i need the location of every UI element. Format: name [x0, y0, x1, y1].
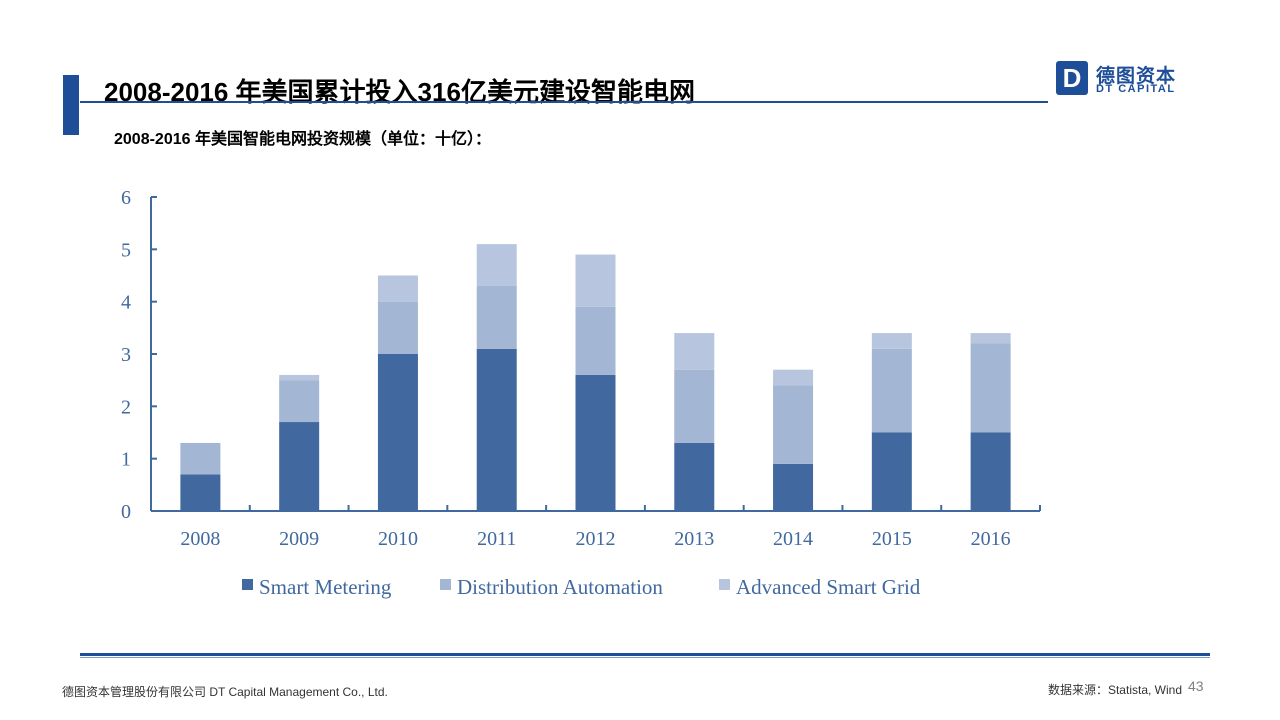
y-tick-label: 3 — [121, 344, 131, 366]
bar-distribution-automation — [180, 442, 221, 475]
legend-swatch — [719, 579, 730, 590]
bar-advanced-smart-grid — [279, 374, 320, 381]
page-number: 43 — [1188, 678, 1204, 694]
bar-smart-metering — [674, 442, 715, 511]
x-tick-label: 2013 — [674, 528, 714, 550]
bar-smart-metering — [970, 432, 1011, 511]
legend-swatch — [440, 579, 451, 590]
bar-advanced-smart-grid — [377, 275, 418, 302]
logo-mark-letter: D — [1062, 63, 1082, 93]
bar-advanced-smart-grid — [674, 333, 715, 370]
bar-smart-metering — [871, 432, 912, 511]
bar-advanced-smart-grid — [970, 333, 1011, 344]
x-tick-label: 2010 — [378, 528, 418, 550]
logo-mark-icon — [1056, 61, 1088, 95]
y-tick-label: 6 — [121, 187, 131, 209]
footer-company: 德图资本管理股份有限公司 DT Capital Management Co., … — [62, 685, 388, 699]
logo-name-cn: 德图资本 — [1096, 66, 1177, 87]
y-tick-label: 5 — [121, 239, 131, 261]
x-tick-label: 2009 — [279, 528, 319, 550]
bar-smart-metering — [279, 422, 320, 511]
footer-rule — [80, 653, 1210, 656]
x-tick-label: 2014 — [773, 528, 813, 550]
footer-rule-thin — [80, 657, 1210, 658]
bar-advanced-smart-grid — [871, 333, 912, 349]
bar-distribution-automation — [674, 369, 715, 443]
legend-label: Distribution Automation — [457, 575, 663, 599]
bar-distribution-automation — [575, 306, 616, 375]
legend: Smart Metering Distribution Automation Adv… — [242, 575, 921, 599]
bar-smart-metering — [180, 474, 221, 511]
y-tick-label: 1 — [121, 449, 131, 471]
bar-smart-metering — [773, 463, 814, 511]
legend-label: Smart Metering — [259, 575, 392, 599]
title-accent-bar — [63, 75, 79, 135]
y-axis: 0 1 2 3 4 5 6 — [121, 187, 157, 523]
bar-distribution-automation — [279, 380, 320, 423]
legend-swatch — [242, 579, 253, 590]
x-axis: 2008 2009 2010 2011 2012 2013 2014 2015 2016 — [150, 505, 1041, 550]
bar-advanced-smart-grid — [773, 369, 814, 386]
bars — [180, 244, 1011, 511]
bar-smart-metering — [377, 354, 418, 511]
x-tick-label: 2008 — [180, 528, 220, 550]
logo-name-en: DT CAPITAL — [1096, 83, 1176, 95]
x-tick-label: 2012 — [576, 528, 616, 550]
legend-label: Advanced Smart Grid — [736, 575, 921, 599]
bar-distribution-automation — [476, 285, 517, 349]
y-tick-label: 0 — [121, 501, 131, 523]
x-tick-label: 2011 — [477, 528, 516, 550]
y-tick-label: 2 — [121, 396, 131, 418]
bar-distribution-automation — [871, 348, 912, 433]
bar-advanced-smart-grid — [476, 244, 517, 286]
x-tick-label: 2015 — [872, 528, 912, 550]
bar-smart-metering — [575, 374, 616, 511]
bar-advanced-smart-grid — [575, 254, 616, 307]
bar-distribution-automation — [377, 301, 418, 354]
bar-distribution-automation — [970, 343, 1011, 433]
bar-distribution-automation — [773, 385, 814, 464]
y-tick-label: 4 — [121, 292, 131, 314]
bar-smart-metering — [476, 348, 517, 511]
x-tick-label: 2016 — [971, 528, 1011, 550]
company-logo: D 德图资本 DT CAPITAL — [1056, 61, 1186, 97]
footer-source: 数据来源：Statista, Wind — [1047, 683, 1182, 697]
title-underline — [80, 101, 1048, 103]
chart-subtitle: 2008-2016 年美国智能电网投资规模（单位：十亿）： — [114, 131, 491, 148]
